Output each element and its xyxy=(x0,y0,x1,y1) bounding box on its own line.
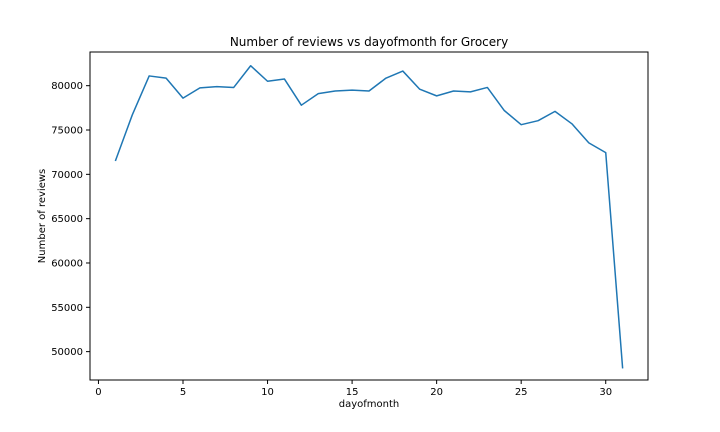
x-tick-label: 20 xyxy=(430,387,443,398)
x-axis-title: dayofmonth xyxy=(339,399,400,410)
x-tick-label: 0 xyxy=(95,387,101,398)
plot-area xyxy=(114,64,624,369)
y-tick-label: 70000 xyxy=(51,170,83,181)
x-tick-label: 25 xyxy=(515,387,528,398)
y-axis: 50000 55000 60000 65000 70000 75000 80000 xyxy=(51,81,90,358)
x-tick-label: 10 xyxy=(261,387,274,398)
y-axis-title: Number of reviews xyxy=(37,169,48,263)
x-tick-label: 5 xyxy=(180,387,186,398)
y-tick-label: 60000 xyxy=(51,258,83,269)
x-tick-label: 30 xyxy=(599,387,612,398)
y-tick-label: 55000 xyxy=(51,303,83,314)
y-tick-label: 65000 xyxy=(51,214,83,225)
y-tick-label: 80000 xyxy=(51,81,83,92)
x-axis: 0 5 10 15 20 25 30 xyxy=(95,380,612,398)
y-tick-label: 50000 xyxy=(51,347,83,358)
series-line-0 xyxy=(114,64,624,369)
x-tick-label: 15 xyxy=(346,387,359,398)
axes-frame xyxy=(89,51,649,381)
chart-title: Number of reviews vs dayofmonth for Groc… xyxy=(230,35,508,49)
y-tick-label: 75000 xyxy=(51,126,83,137)
